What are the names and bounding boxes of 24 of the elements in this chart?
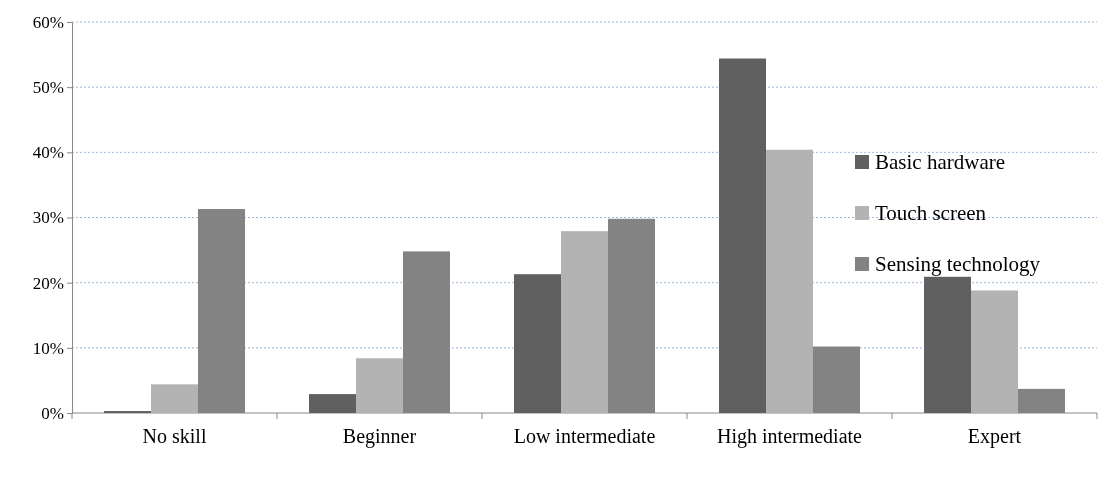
legend-label: Sensing technology — [875, 252, 1041, 276]
x-tick-label: Low intermediate — [513, 425, 656, 447]
bar — [561, 231, 608, 413]
y-tick-label: 20% — [32, 273, 64, 293]
x-tick-label: High intermediate — [717, 425, 863, 448]
y-tick-label: 30% — [32, 208, 64, 228]
bar — [151, 384, 198, 413]
y-tick-label: 60% — [32, 12, 64, 32]
legend-label: Touch screen — [875, 201, 987, 225]
y-tick-label: 10% — [32, 338, 64, 358]
bar — [766, 149, 813, 413]
x-tick-label: Expert — [967, 425, 1022, 448]
y-tick-label: 0% — [41, 403, 64, 423]
bar — [309, 394, 356, 413]
bar — [971, 290, 1018, 413]
x-tick-label: No skill — [142, 425, 207, 447]
y-tick-label: 40% — [32, 143, 64, 163]
bar — [719, 58, 766, 413]
bar — [356, 358, 403, 413]
x-tick-label: Beginner — [342, 425, 417, 448]
bar — [514, 274, 561, 413]
legend-label: Basic hardware — [875, 150, 1006, 174]
bar — [924, 276, 971, 413]
y-tick-label: 50% — [32, 78, 64, 98]
